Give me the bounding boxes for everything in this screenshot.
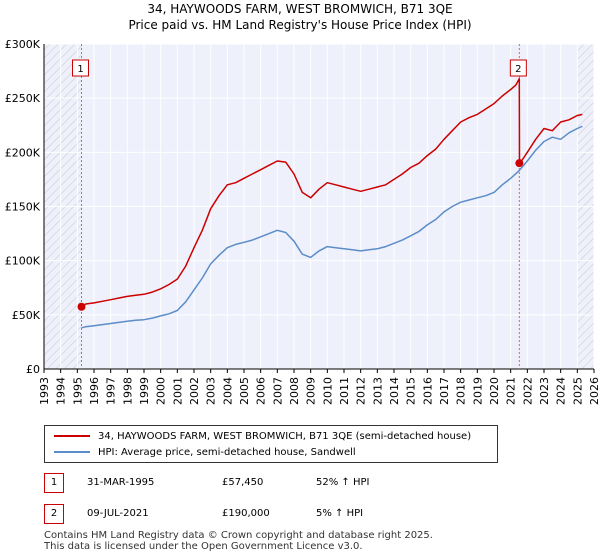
series-line-hpi [81, 125, 583, 329]
series-line-property [81, 77, 583, 308]
x-tick-label: 2014 [388, 377, 401, 405]
legend-line-property [54, 435, 90, 437]
marker-badge-1 [72, 59, 89, 77]
y-tick-label: £100K [5, 255, 41, 268]
x-tick-label: 2025 [571, 377, 584, 405]
x-tick-label: 2022 [521, 377, 534, 405]
x-tick-label: 2016 [421, 377, 434, 405]
footer-copyright: Contains HM Land Registry data © Crown c… [44, 530, 433, 541]
footer-licence: This data is licensed under the Open Gov… [44, 541, 363, 552]
x-tick-label: 1995 [71, 377, 84, 405]
sale-point-2 [515, 159, 524, 168]
x-tick-label: 2015 [405, 377, 418, 405]
transaction-hpi-diff: 52% ↑ HPI [316, 477, 370, 488]
x-tick-label: 1996 [88, 377, 101, 405]
marker-badge-2 [509, 59, 527, 77]
x-tick-label: 2010 [321, 377, 334, 405]
marker-badge-label-2: 2 [515, 64, 521, 75]
transaction-price: £57,450 [222, 477, 264, 488]
x-tick-label: 2023 [538, 377, 551, 405]
x-tick-label: 2004 [221, 377, 234, 405]
x-tick-label: 1998 [121, 377, 134, 405]
x-tick-label: 2021 [505, 377, 518, 405]
transaction-hpi-diff: 5% ↑ HPI [316, 508, 364, 519]
x-tick-label: 2020 [488, 377, 501, 405]
x-tick-label: 2024 [555, 377, 568, 405]
x-tick-label: 2018 [455, 377, 468, 405]
legend-item-property: 34, HAYWOODS FARM, WEST BROMWICH, B71 3Q… [45, 428, 471, 444]
transaction-price: £190,000 [222, 508, 270, 519]
legend-item-hpi: HPI: Average price, semi-detached house,… [45, 444, 356, 460]
transaction-row: 2 09-JUL-2021 £190,000 5% ↑ HPI [44, 504, 564, 526]
sale-point-1 [77, 302, 86, 311]
x-tick-label: 1997 [105, 377, 118, 405]
legend-label-hpi: HPI: Average price, semi-detached house,… [98, 446, 356, 458]
x-tick-label: 2009 [305, 377, 318, 405]
legend-line-hpi [54, 451, 90, 453]
chart-legend: 34, HAYWOODS FARM, WEST BROMWICH, B71 3Q… [44, 425, 498, 463]
x-tick-label: 1999 [138, 377, 151, 405]
marker-badge-label-1: 1 [77, 64, 83, 75]
transaction-date: 09-JUL-2021 [87, 508, 149, 519]
y-tick-label: £250K [5, 92, 41, 105]
x-tick-label: 2003 [205, 377, 218, 405]
y-tick-label: £200K [5, 146, 41, 159]
transaction-row: 1 31-MAR-1995 £57,450 52% ↑ HPI [44, 473, 564, 495]
x-tick-label: 2019 [471, 377, 484, 405]
x-tick-label: 2008 [288, 377, 301, 405]
transaction-date: 31-MAR-1995 [87, 477, 155, 488]
x-tick-label: 2001 [171, 377, 184, 405]
x-tick-label: 2011 [338, 377, 351, 405]
x-tick-label: 1994 [55, 377, 68, 405]
x-tick-label: 2012 [355, 377, 368, 405]
transaction-marker-badge: 1 [44, 473, 64, 493]
y-tick-label: £300K [5, 38, 41, 51]
x-tick-label: 2005 [238, 377, 251, 405]
y-tick-label: £150K [5, 201, 41, 214]
y-tick-label: £50K [12, 309, 41, 322]
legend-label-property: 34, HAYWOODS FARM, WEST BROMWICH, B71 3Q… [98, 430, 472, 442]
transaction-marker-badge: 2 [44, 504, 64, 524]
chart-subtitle: Price paid vs. HM Land Registry's House … [128, 18, 472, 32]
x-tick-label: 2006 [255, 377, 268, 405]
x-tick-label: 2000 [155, 377, 168, 405]
x-tick-label: 2017 [438, 377, 451, 405]
chart-title-address: 34, HAYWOODS FARM, WEST BROMWICH, B71 3Q… [147, 2, 453, 16]
y-tick-label: £0 [26, 363, 40, 376]
x-tick-label: 2007 [271, 377, 284, 405]
x-tick-label: 2002 [188, 377, 201, 405]
x-tick-label: 2013 [371, 377, 384, 405]
x-tick-label: 1993 [38, 377, 51, 405]
x-tick-label: 2026 [588, 377, 600, 405]
